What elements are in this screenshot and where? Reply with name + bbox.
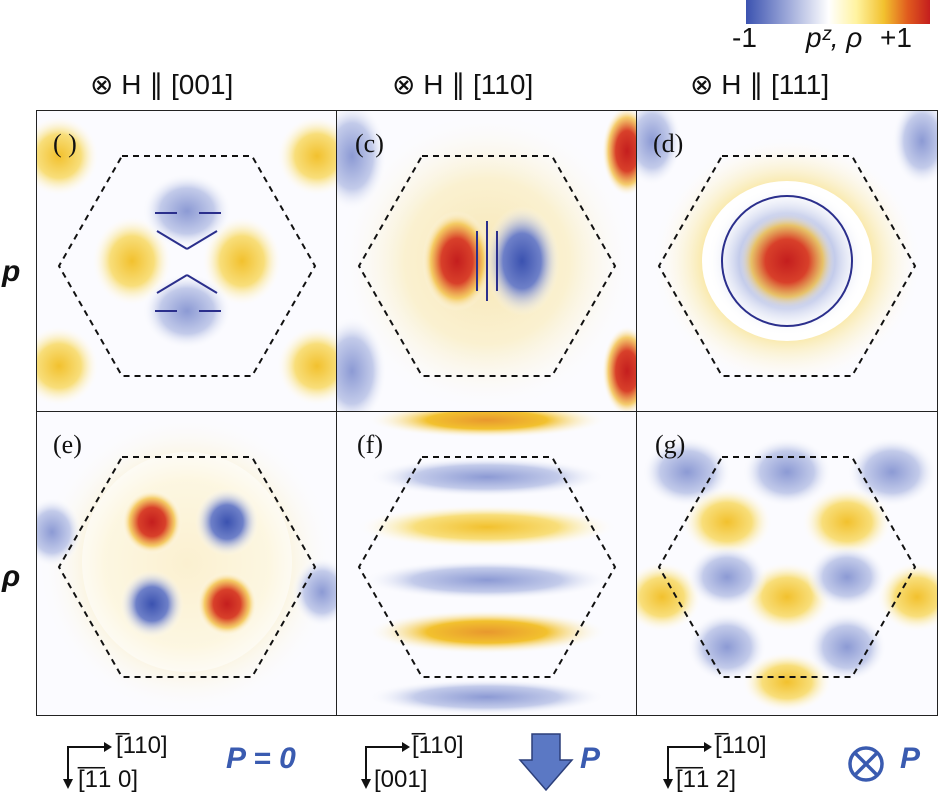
row-label-rho: ρ <box>2 560 21 593</box>
header-110: ⊗ H ∥ [110] <box>392 69 534 100</box>
colorbar <box>746 0 930 24</box>
colorbar-max-label: +1 <box>880 22 912 53</box>
panel-c: (c) <box>336 110 638 413</box>
panel-label-d: (d) <box>653 129 684 158</box>
row-label-p: p <box>2 255 21 288</box>
panel-label-c: (c) <box>355 129 384 158</box>
polarization-zero: P = 0 <box>226 742 296 775</box>
into-page-icon <box>848 746 884 782</box>
axis-y-1: [̅1̅1 0] <box>78 766 139 793</box>
down-arrow-icon <box>518 733 574 792</box>
colorbar-min-label: -1 <box>732 22 757 53</box>
axis-x-3: [̅110] <box>715 732 767 759</box>
axis-indicator-2 <box>361 742 410 789</box>
panel-label-g: (g) <box>655 430 686 459</box>
header-001: ⊗ H ∥ [001] <box>90 69 234 100</box>
axis-x-2: [̅110] <box>412 732 464 759</box>
colorbar-quantity-label: pᶻ, ρ <box>806 22 863 53</box>
axis-y-3: [̅1̅1 2] <box>676 766 737 793</box>
panel-f: (f) <box>336 411 638 716</box>
panel-label-f: (f) <box>357 430 383 459</box>
polarization-down: P <box>580 742 601 775</box>
panel-label-e: (e) <box>53 430 82 459</box>
polarization-into-page: P <box>900 742 921 775</box>
panel-b: ( ) <box>36 110 338 413</box>
axis-y-2: [001] <box>374 766 428 793</box>
axis-x-1: [̅110] <box>116 732 168 759</box>
panel-g: (g) <box>636 411 938 716</box>
panel-label-b: ( ) <box>53 129 77 158</box>
panel-d: (d) <box>636 110 938 413</box>
panel-e: (e) <box>36 411 338 716</box>
axis-indicator-3 <box>663 742 712 789</box>
axis-indicator-1 <box>63 742 112 789</box>
header-111: ⊗ H ∥ [111] <box>690 69 830 100</box>
vector-arrows <box>155 212 221 312</box>
